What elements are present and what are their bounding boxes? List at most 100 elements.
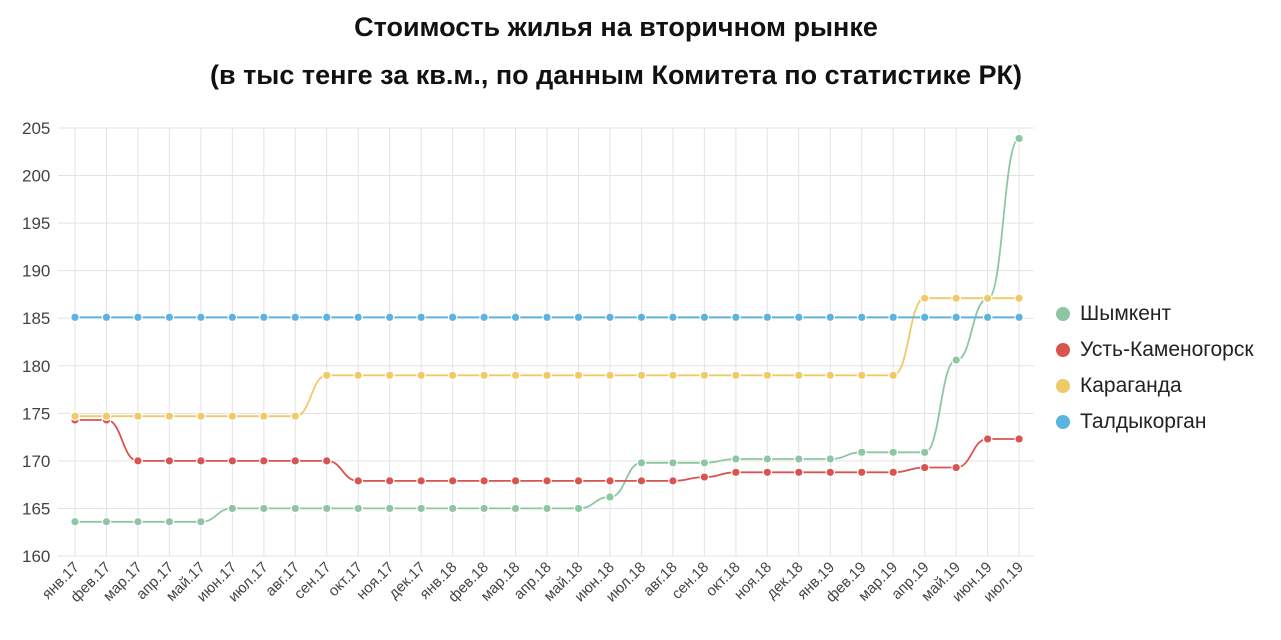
data-point[interactable] [856, 312, 867, 323]
data-point[interactable] [259, 312, 269, 323]
data-point[interactable] [919, 447, 930, 458]
legend-item[interactable]: Караганда [1056, 368, 1254, 404]
data-point[interactable] [762, 454, 773, 464]
data-point[interactable] [1014, 293, 1024, 304]
data-point[interactable] [605, 476, 615, 486]
data-point[interactable] [321, 370, 332, 381]
data-point[interactable] [542, 312, 552, 323]
data-point[interactable] [416, 476, 426, 486]
data-point[interactable] [888, 447, 899, 458]
data-point[interactable] [699, 457, 710, 468]
data-point[interactable] [164, 312, 175, 323]
data-point[interactable] [133, 312, 143, 323]
data-point[interactable] [794, 370, 804, 381]
data-point[interactable] [668, 476, 678, 486]
data-point[interactable] [951, 462, 961, 473]
data-point[interactable] [290, 456, 301, 466]
data-point[interactable] [101, 516, 112, 527]
data-point[interactable] [196, 312, 206, 323]
data-point[interactable] [825, 467, 836, 478]
data-point[interactable] [856, 467, 867, 478]
data-point[interactable] [290, 503, 301, 514]
data-point[interactable] [384, 312, 395, 323]
data-point[interactable] [668, 457, 678, 468]
data-point[interactable] [447, 370, 458, 381]
data-point[interactable] [416, 370, 426, 381]
data-point[interactable] [384, 503, 395, 514]
data-point[interactable] [762, 312, 773, 323]
data-point[interactable] [605, 312, 615, 323]
data-point[interactable] [573, 370, 584, 381]
data-point[interactable] [353, 370, 364, 381]
data-point[interactable] [196, 456, 206, 466]
data-point[interactable] [919, 293, 930, 304]
data-point[interactable] [668, 312, 678, 323]
data-point[interactable] [825, 454, 836, 464]
data-point[interactable] [888, 370, 899, 381]
data-point[interactable] [479, 476, 489, 486]
data-point[interactable] [636, 457, 647, 468]
data-point[interactable] [542, 476, 552, 486]
data-point[interactable] [951, 355, 961, 365]
data-point[interactable] [856, 370, 867, 381]
data-point[interactable] [259, 411, 269, 421]
data-point[interactable] [447, 503, 458, 514]
data-point[interactable] [542, 370, 552, 381]
data-point[interactable] [227, 312, 238, 323]
data-point[interactable] [259, 456, 269, 466]
data-point[interactable] [133, 516, 143, 527]
data-point[interactable] [919, 312, 930, 323]
data-point[interactable] [353, 503, 364, 514]
data-point[interactable] [196, 411, 206, 421]
data-point[interactable] [321, 503, 332, 514]
data-point[interactable] [762, 467, 773, 478]
legend-item[interactable]: Усть-Каменогорск [1056, 332, 1254, 368]
data-point[interactable] [510, 476, 521, 486]
data-point[interactable] [353, 476, 364, 486]
data-point[interactable] [164, 516, 175, 527]
data-point[interactable] [668, 370, 678, 381]
data-point[interactable] [479, 503, 489, 514]
data-point[interactable] [70, 516, 80, 527]
data-point[interactable] [164, 411, 175, 421]
data-point[interactable] [542, 503, 552, 514]
data-point[interactable] [731, 312, 741, 323]
data-point[interactable] [888, 467, 899, 478]
data-point[interactable] [259, 503, 269, 514]
data-point[interactable] [982, 293, 993, 304]
data-point[interactable] [731, 467, 741, 478]
data-point[interactable] [479, 370, 489, 381]
data-point[interactable] [70, 312, 80, 323]
data-point[interactable] [982, 312, 993, 323]
data-point[interactable] [699, 472, 710, 482]
data-point[interactable] [825, 312, 836, 323]
data-point[interactable] [573, 476, 584, 486]
data-point[interactable] [636, 370, 647, 381]
data-point[interactable] [196, 516, 206, 527]
data-point[interactable] [699, 312, 710, 323]
data-point[interactable] [794, 467, 804, 478]
data-point[interactable] [227, 456, 238, 466]
data-point[interactable] [888, 312, 899, 323]
data-point[interactable] [794, 454, 804, 464]
data-point[interactable] [416, 312, 426, 323]
data-point[interactable] [290, 312, 301, 323]
data-point[interactable] [510, 370, 521, 381]
data-point[interactable] [101, 411, 112, 421]
data-point[interactable] [794, 312, 804, 323]
data-point[interactable] [133, 411, 143, 421]
data-point[interactable] [416, 503, 426, 514]
data-point[interactable] [321, 312, 332, 323]
data-point[interactable] [636, 312, 647, 323]
data-point[interactable] [447, 312, 458, 323]
data-point[interactable] [762, 370, 773, 381]
legend-item[interactable]: Шымкент [1056, 296, 1254, 332]
data-point[interactable] [982, 434, 993, 444]
data-point[interactable] [290, 411, 301, 421]
data-point[interactable] [227, 411, 238, 421]
data-point[interactable] [856, 447, 867, 458]
data-point[interactable] [227, 503, 238, 514]
data-point[interactable] [70, 411, 80, 421]
data-point[interactable] [636, 476, 647, 486]
data-point[interactable] [951, 312, 961, 323]
